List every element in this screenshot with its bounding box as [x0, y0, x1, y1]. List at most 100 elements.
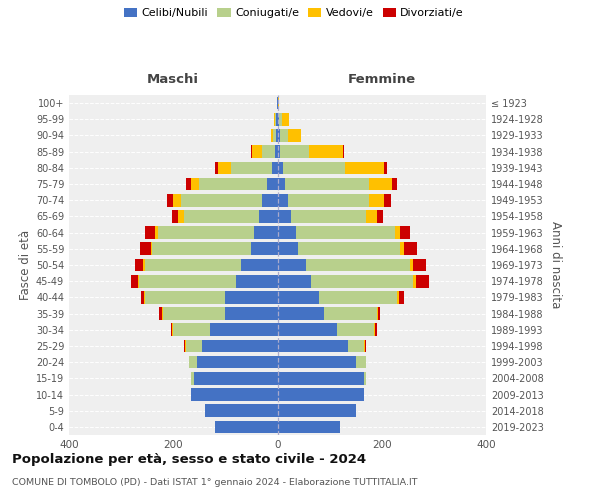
- Bar: [277, 242, 298, 255]
- Bar: [374, 324, 375, 336]
- Bar: [155, 226, 158, 239]
- Bar: [377, 210, 383, 222]
- Bar: [277, 388, 364, 401]
- Bar: [252, 146, 262, 158]
- Bar: [143, 258, 145, 272]
- Bar: [277, 194, 288, 206]
- Bar: [194, 372, 277, 384]
- Bar: [400, 242, 404, 255]
- Bar: [173, 324, 210, 336]
- Bar: [385, 162, 387, 174]
- Bar: [215, 162, 218, 174]
- Bar: [337, 324, 374, 336]
- Bar: [397, 291, 399, 304]
- Bar: [226, 308, 277, 320]
- Bar: [241, 258, 277, 272]
- Bar: [369, 194, 385, 206]
- Bar: [343, 146, 344, 158]
- Bar: [267, 178, 277, 190]
- Bar: [191, 178, 199, 190]
- Bar: [309, 146, 343, 158]
- Bar: [277, 275, 311, 287]
- Bar: [280, 146, 309, 158]
- Bar: [218, 162, 230, 174]
- Text: Maschi: Maschi: [147, 73, 199, 86]
- Bar: [271, 129, 274, 142]
- Bar: [236, 275, 277, 287]
- Bar: [290, 210, 366, 222]
- Bar: [189, 356, 197, 368]
- Bar: [158, 226, 254, 239]
- Bar: [139, 275, 236, 287]
- Bar: [272, 162, 277, 174]
- Bar: [369, 178, 392, 190]
- Bar: [277, 162, 283, 174]
- Bar: [311, 275, 413, 287]
- Bar: [277, 340, 348, 352]
- Bar: [197, 356, 277, 368]
- Bar: [151, 242, 152, 255]
- Bar: [274, 129, 276, 142]
- Bar: [277, 146, 280, 158]
- Bar: [145, 258, 241, 272]
- Bar: [410, 258, 413, 272]
- Bar: [277, 308, 325, 320]
- Bar: [171, 324, 172, 336]
- Bar: [286, 178, 369, 190]
- Bar: [276, 129, 277, 142]
- Bar: [395, 226, 400, 239]
- Bar: [140, 242, 151, 255]
- Bar: [145, 226, 155, 239]
- Bar: [230, 162, 272, 174]
- Bar: [319, 291, 397, 304]
- Bar: [275, 113, 277, 126]
- Bar: [251, 146, 252, 158]
- Bar: [277, 258, 306, 272]
- Bar: [131, 275, 139, 287]
- Bar: [277, 178, 286, 190]
- Bar: [416, 275, 428, 287]
- Bar: [365, 340, 366, 352]
- Legend: Celibi/Nubili, Coniugati/e, Vedovi/e, Divorziati/e: Celibi/Nubili, Coniugati/e, Vedovi/e, Di…: [119, 3, 469, 22]
- Bar: [202, 340, 277, 352]
- Bar: [275, 146, 277, 158]
- Bar: [385, 194, 391, 206]
- Bar: [277, 404, 356, 417]
- Bar: [325, 308, 377, 320]
- Bar: [348, 340, 364, 352]
- Bar: [413, 275, 416, 287]
- Bar: [184, 340, 185, 352]
- Bar: [277, 226, 296, 239]
- Bar: [172, 210, 178, 222]
- Bar: [375, 324, 377, 336]
- Bar: [162, 308, 163, 320]
- Bar: [277, 356, 356, 368]
- Bar: [186, 340, 202, 352]
- Bar: [277, 129, 280, 142]
- Bar: [277, 113, 279, 126]
- Y-axis label: Fasce di età: Fasce di età: [19, 230, 32, 300]
- Bar: [159, 308, 162, 320]
- Bar: [306, 258, 410, 272]
- Bar: [184, 210, 259, 222]
- Text: Femmine: Femmine: [347, 73, 416, 86]
- Bar: [191, 372, 194, 384]
- Bar: [167, 194, 173, 206]
- Bar: [356, 356, 366, 368]
- Bar: [172, 324, 173, 336]
- Bar: [262, 194, 277, 206]
- Bar: [277, 291, 319, 304]
- Bar: [413, 258, 426, 272]
- Bar: [135, 258, 143, 272]
- Bar: [283, 162, 345, 174]
- Bar: [345, 162, 385, 174]
- Bar: [262, 146, 275, 158]
- Bar: [178, 210, 184, 222]
- Bar: [404, 242, 417, 255]
- Bar: [280, 129, 288, 142]
- Bar: [400, 226, 410, 239]
- Bar: [298, 242, 400, 255]
- Bar: [278, 97, 279, 110]
- Bar: [277, 420, 340, 433]
- Bar: [281, 113, 289, 126]
